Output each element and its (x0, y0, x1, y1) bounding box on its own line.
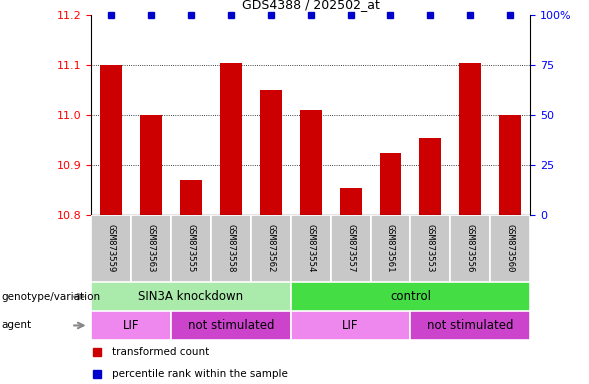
Bar (499, 115, 521, 215)
Text: GSM873561: GSM873561 (386, 225, 395, 273)
Bar (211, 215, 251, 282)
Bar (140, 115, 162, 215)
Title: GDS4388 / 202502_at: GDS4388 / 202502_at (241, 0, 380, 12)
Text: GSM873556: GSM873556 (466, 225, 475, 273)
Text: transformed count: transformed count (112, 347, 209, 357)
Text: GSM873559: GSM873559 (107, 225, 116, 273)
Text: GSM873553: GSM873553 (426, 225, 435, 273)
Bar (291, 311, 411, 340)
Bar (291, 215, 330, 282)
Bar (91, 215, 131, 282)
Bar (251, 215, 291, 282)
Text: agent: agent (1, 320, 31, 331)
Text: not stimulated: not stimulated (427, 319, 514, 332)
Bar (291, 282, 530, 311)
Bar (91, 311, 171, 340)
Bar (220, 63, 242, 215)
Text: genotype/variation: genotype/variation (1, 291, 100, 302)
Text: SIN3A knockdown: SIN3A knockdown (138, 290, 244, 303)
Bar (459, 63, 481, 215)
Bar (100, 65, 122, 215)
Text: not stimulated: not stimulated (188, 319, 274, 332)
Bar (330, 215, 370, 282)
Text: GSM873558: GSM873558 (226, 225, 236, 273)
Text: LIF: LIF (342, 319, 359, 332)
Bar (131, 215, 171, 282)
Bar (260, 90, 282, 215)
Bar (451, 215, 490, 282)
Bar (171, 215, 211, 282)
Text: GSM873563: GSM873563 (147, 225, 155, 273)
Bar (411, 311, 530, 340)
Text: GSM873554: GSM873554 (306, 225, 315, 273)
Bar (340, 188, 362, 215)
Bar (411, 215, 451, 282)
Text: control: control (390, 290, 431, 303)
Bar (379, 153, 402, 215)
Text: GSM873562: GSM873562 (266, 225, 275, 273)
Text: GSM873560: GSM873560 (505, 225, 515, 273)
Bar (180, 180, 202, 215)
Bar (419, 138, 441, 215)
Bar (490, 215, 530, 282)
Bar (91, 282, 291, 311)
Text: LIF: LIF (123, 319, 140, 332)
Text: GSM873557: GSM873557 (346, 225, 355, 273)
Text: GSM873555: GSM873555 (187, 225, 196, 273)
Bar (300, 110, 322, 215)
Bar (171, 311, 291, 340)
Text: percentile rank within the sample: percentile rank within the sample (112, 369, 288, 379)
Bar (370, 215, 411, 282)
